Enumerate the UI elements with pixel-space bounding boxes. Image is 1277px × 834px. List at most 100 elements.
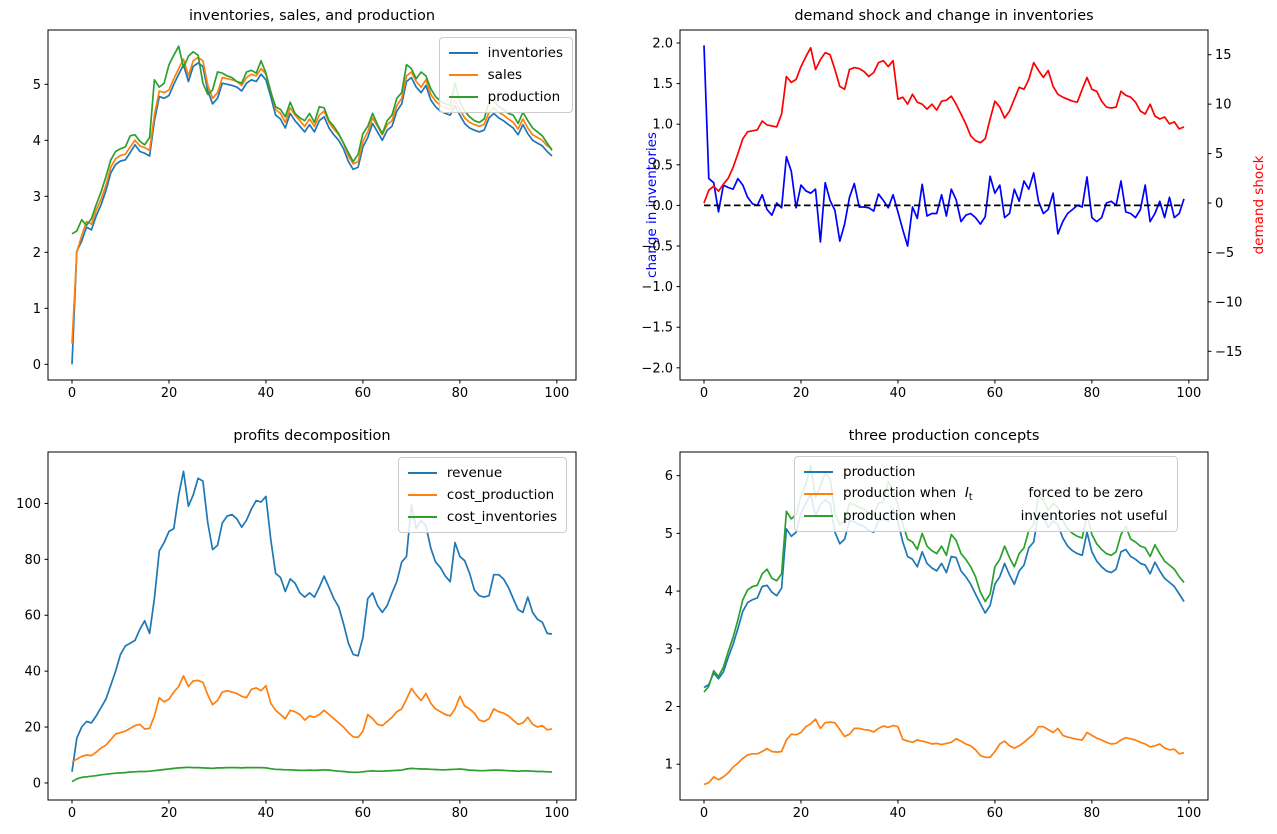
- legend-line-swatch: [804, 514, 833, 518]
- y-tick-label: 40: [24, 665, 41, 680]
- x-tick-label: 80: [452, 386, 469, 401]
- x-tick-label: 100: [544, 386, 569, 401]
- series-line-change-in-inventories: [703, 45, 1185, 247]
- x-tick-label: 0: [700, 806, 708, 821]
- x-tick-label: 100: [544, 806, 569, 821]
- axes-frame: [679, 451, 1209, 801]
- x-tick-label: 60: [987, 386, 1004, 401]
- chart-1-title: inventories, sales, and production: [188, 8, 436, 24]
- legend-line-swatch: [804, 470, 833, 474]
- right-y-tick-label: 15: [1215, 48, 1232, 63]
- legend-line-swatch: [407, 493, 437, 497]
- legend-line-swatch: [448, 95, 478, 99]
- y-tick-label: −1.5: [641, 321, 673, 336]
- series-line-cost-production: [71, 675, 553, 763]
- chart-3-legend: revenue cost_production cost_inventories: [397, 457, 567, 533]
- legend-label: production: [487, 89, 561, 105]
- legend-item: sales: [448, 64, 563, 86]
- series-line-production: [71, 45, 553, 235]
- y-tick-label: 1.0: [652, 118, 673, 133]
- legend-label: revenue: [446, 465, 503, 481]
- x-tick-label: 100: [1176, 386, 1201, 401]
- legend-item: production when inventories not useful: [804, 505, 1168, 527]
- x-tick-label: 20: [793, 386, 810, 401]
- legend-item: cost_inventories: [407, 506, 557, 528]
- y-tick-label: 20: [24, 721, 41, 736]
- x-tick-label: 20: [161, 806, 178, 821]
- y-tick-label: 0: [33, 358, 41, 373]
- chart-4-canvas: 0 20 40 60 80 100 1 2 3 4 5 6: [665, 451, 1209, 821]
- series-line-revenue: [71, 470, 553, 772]
- axes-frame: [47, 29, 577, 381]
- y-tick-label: 3: [33, 190, 41, 205]
- legend-label: cost_inventories: [446, 509, 557, 525]
- y-tick-label: 0: [33, 776, 41, 791]
- legend-line-swatch: [448, 73, 478, 77]
- y-tick-label: 1.5: [652, 77, 673, 92]
- y-tick-label: 2: [33, 246, 41, 261]
- y-tick-label: 5: [665, 527, 673, 542]
- right-y-tick-label: −5: [1215, 246, 1234, 261]
- x-tick-label: 40: [258, 386, 275, 401]
- x-tick-label: 60: [355, 806, 372, 821]
- legend-label: production when It forced to be zero: [843, 485, 1144, 503]
- right-y-tick-label: 5: [1215, 147, 1223, 162]
- legend-label: inventories: [487, 45, 563, 61]
- x-tick-label: 100: [1176, 806, 1201, 821]
- chart-1-legend: inventories sales production: [438, 37, 573, 113]
- legend-item: revenue: [407, 462, 557, 484]
- right-y-tick-label: 0: [1215, 197, 1223, 212]
- y-tick-label: −2.0: [641, 361, 673, 376]
- x-tick-label: 80: [1084, 386, 1101, 401]
- legend-line-swatch: [407, 515, 437, 519]
- x-tick-label: 40: [258, 806, 275, 821]
- x-tick-label: 0: [68, 806, 76, 821]
- y-tick-label: 0.0: [652, 199, 673, 214]
- y-tick-label: 80: [24, 553, 41, 568]
- legend-line-swatch: [448, 51, 478, 55]
- y-tick-label: 1: [665, 758, 673, 773]
- x-tick-label: 80: [452, 806, 469, 821]
- legend-item: production: [448, 86, 563, 108]
- legend-label: production when inventories not useful: [843, 508, 1168, 524]
- x-tick-label: 0: [700, 386, 708, 401]
- x-tick-label: 40: [890, 806, 907, 821]
- y-tick-label: 100: [16, 497, 41, 512]
- legend-item: production: [804, 461, 1168, 483]
- x-tick-label: 0: [68, 386, 76, 401]
- y-tick-label: 60: [24, 609, 41, 624]
- series-line-demand-shock: [703, 46, 1185, 204]
- legend-label: sales: [487, 67, 523, 83]
- series-line-production: [703, 493, 1185, 689]
- chart-1-canvas: 0 20 40 60 80 100 0 1 2 3 4 5: [33, 29, 577, 401]
- chart-4-title: three production concepts: [848, 428, 1040, 444]
- y-tick-label: 2.0: [652, 36, 673, 51]
- x-tick-label: 60: [355, 386, 372, 401]
- y-tick-label: 4: [33, 134, 41, 149]
- chart-2-canvas: 0 20 40 60 80 100−2.0−1.5−1.0−0.50.00.51.01.5…: [641, 29, 1242, 401]
- series-line-sales: [71, 56, 553, 344]
- chart-2-title: demand shock and change in inventories: [794, 8, 1094, 24]
- series-line-production-when-it-forced-to-be-zero: [703, 718, 1185, 786]
- chart-4-legend: production production when It forced to b…: [794, 456, 1178, 532]
- legend-line-swatch: [407, 471, 437, 475]
- y-tick-label: −0.5: [641, 240, 673, 255]
- y-tick-label: 3: [665, 642, 673, 657]
- axes-frame: [47, 451, 577, 801]
- right-y-tick-label: −15: [1215, 345, 1242, 360]
- series-line-cost-inventories: [71, 766, 553, 783]
- x-tick-label: 80: [1084, 806, 1101, 821]
- legend-label: production: [843, 464, 916, 480]
- y-tick-label: 6: [665, 469, 673, 484]
- y-tick-label: 5: [33, 78, 41, 93]
- y-tick-label: 2: [665, 700, 673, 715]
- y-tick-label: 1: [33, 302, 41, 317]
- chart-3-canvas: 0 20 40 60 80 100 0 20 40 60 80 100: [16, 451, 577, 821]
- y-tick-label: −1.0: [641, 280, 673, 295]
- right-y-tick-label: 10: [1215, 98, 1232, 113]
- right-y-tick-label: −10: [1215, 295, 1242, 310]
- y-tick-label: 0.5: [652, 158, 673, 173]
- y-tick-label: 4: [665, 585, 673, 600]
- x-tick-label: 40: [890, 386, 907, 401]
